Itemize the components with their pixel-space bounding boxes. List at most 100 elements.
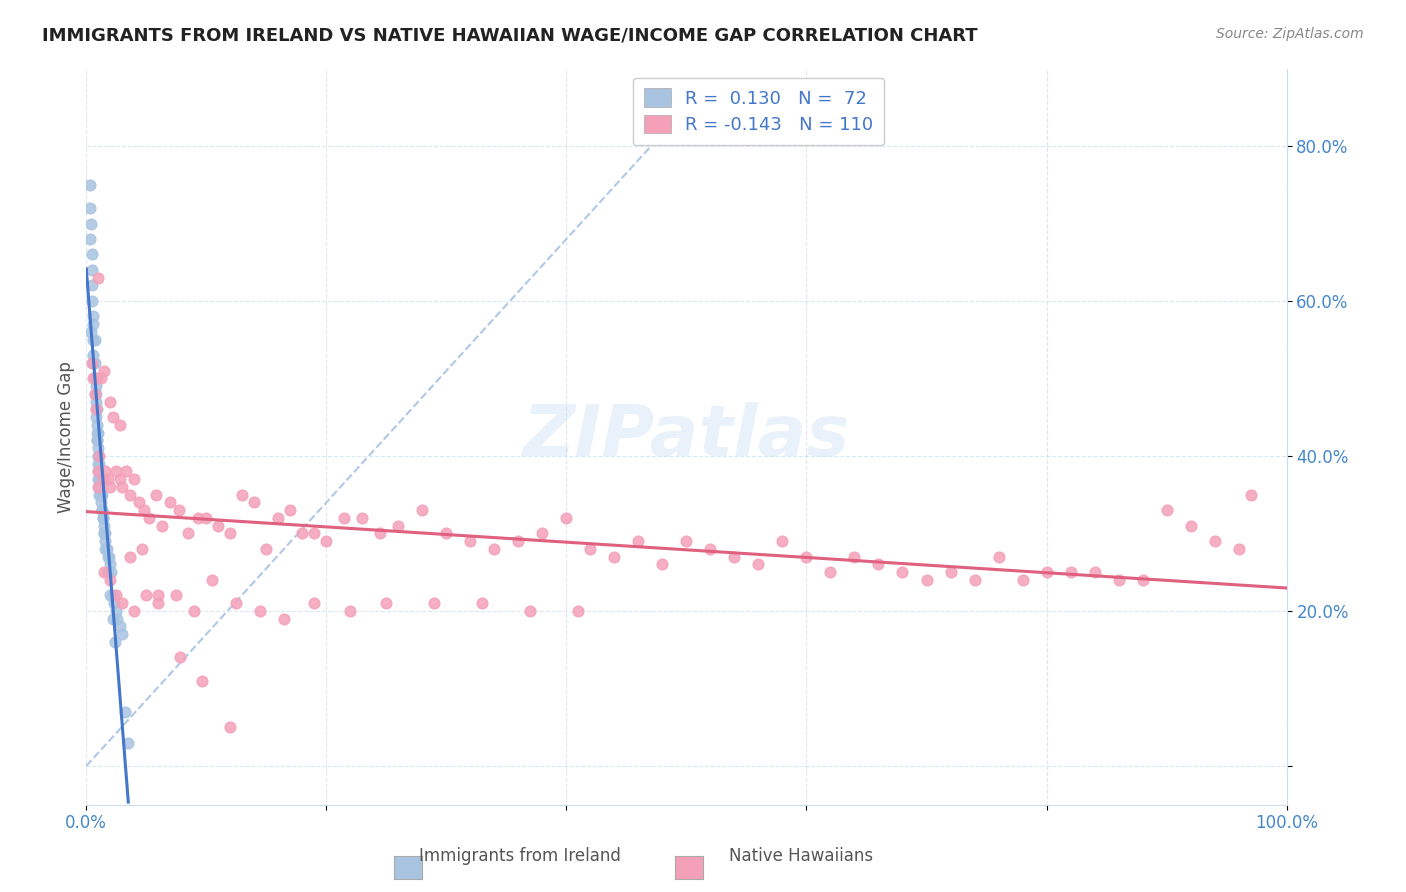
Point [117,736,139,750]
Point [387,518,409,533]
Point [101,612,124,626]
Point [747,558,769,572]
Point [1180,518,1202,533]
Point [820,565,842,579]
Point [963,573,986,587]
Point [519,604,541,618]
Point [484,541,506,556]
Point [207,518,229,533]
Point [118,488,141,502]
Point [98,480,121,494]
Point [138,511,160,525]
Point [94,526,117,541]
Point [195,511,218,525]
Point [148,596,170,610]
Point [177,526,200,541]
Point [531,526,554,541]
Point [83,387,105,401]
Point [82,247,104,261]
Point [82,310,104,324]
Point [86,434,108,448]
Point [93,364,115,378]
Point [97,565,120,579]
Point [82,317,104,331]
Point [243,495,266,509]
Point [183,604,205,618]
Point [89,480,111,494]
Point [333,511,356,525]
Point [723,549,745,564]
Point [98,394,121,409]
Point [82,333,104,347]
Point [699,541,721,556]
Point [315,534,337,549]
Point [273,612,295,626]
Point [225,596,247,610]
Point [87,425,110,440]
Point [291,526,314,541]
Point [304,596,326,610]
Point [1239,488,1261,502]
Point [105,589,128,603]
Point [1083,565,1105,579]
Point [83,371,105,385]
Point [108,472,131,486]
Point [87,480,110,494]
Point [339,604,361,618]
Point [579,541,602,556]
Point [79,178,101,192]
Point [87,465,110,479]
Point [145,488,167,502]
Y-axis label: Wage/Income Gap: Wage/Income Gap [58,360,75,513]
Point [89,449,111,463]
Point [108,619,131,633]
Point [79,201,101,215]
Point [94,465,117,479]
Point [87,441,110,455]
Point [79,232,101,246]
Point [190,673,212,688]
Point [82,293,104,308]
Point [101,589,124,603]
Point [101,410,124,425]
Point [411,503,433,517]
Point [1108,573,1130,587]
Point [651,558,673,572]
Point [90,503,112,517]
Point [83,333,105,347]
Point [89,488,111,502]
Point [93,518,115,533]
Point [132,503,155,517]
Text: ZIPatlas: ZIPatlas [523,402,851,471]
Point [675,534,697,549]
Point [460,534,482,549]
Point [370,526,392,541]
Point [169,650,191,665]
Point [84,394,107,409]
Point [97,549,120,564]
Point [87,472,110,486]
Point [796,549,818,564]
Point [254,541,277,556]
Point [90,488,112,502]
Point [82,278,104,293]
Point [98,573,121,587]
Point [159,495,181,509]
Point [86,371,108,385]
Point [84,410,107,425]
Point [82,356,104,370]
Point [108,417,131,432]
Point [915,573,938,587]
Point [98,589,121,603]
Point [98,558,121,572]
Point [82,371,104,385]
Point [423,596,446,610]
Point [1227,541,1250,556]
Point [89,472,111,486]
Point [91,511,114,525]
Point [100,565,122,579]
Point [94,541,117,556]
Point [84,402,107,417]
Point [471,596,494,610]
Point [91,511,114,525]
